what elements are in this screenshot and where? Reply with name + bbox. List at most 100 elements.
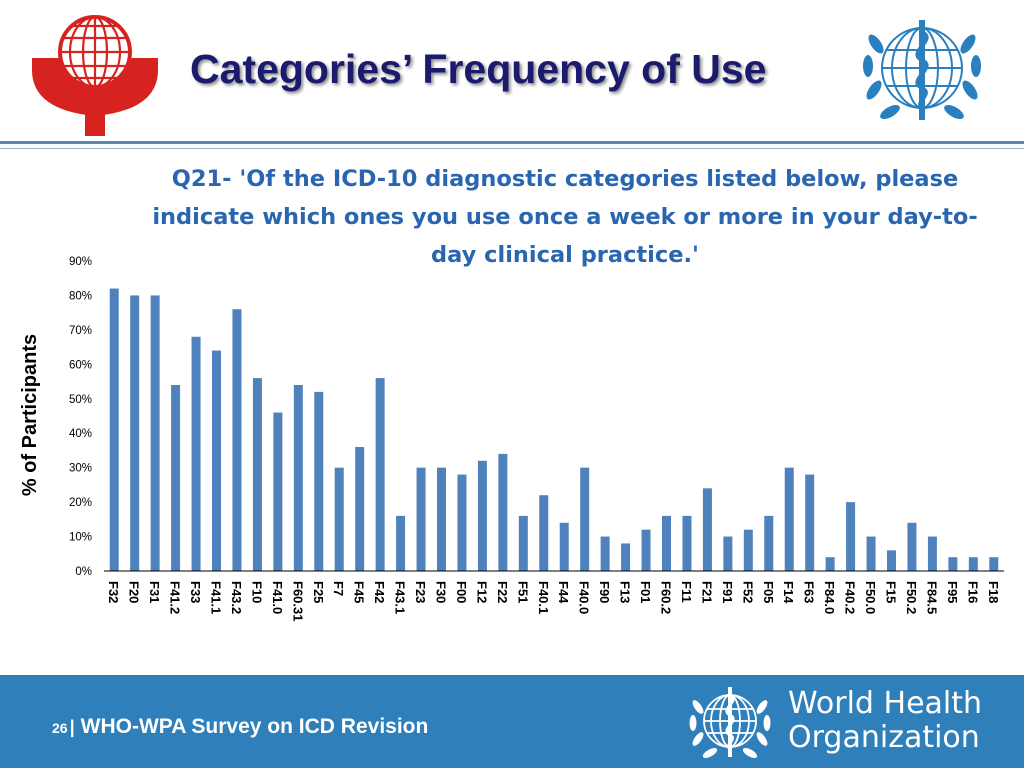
y-tick-label: 60% <box>69 359 92 371</box>
x-tick-label: F50.2 <box>904 581 919 614</box>
bar-f91 <box>723 536 733 571</box>
who-emblem-icon <box>863 20 981 120</box>
bar-series <box>109 288 999 571</box>
bar-f23 <box>416 467 426 571</box>
bar-f40-2 <box>846 502 856 571</box>
bar-f10 <box>252 378 262 571</box>
footer-separator: | <box>69 717 75 737</box>
x-tick-label: F00 <box>454 581 469 603</box>
x-tick-label: F43.2 <box>229 581 244 614</box>
footer-bar: 26 | WHO-WPA Survey on ICD Revision World … <box>0 675 1024 768</box>
bar-f43-2 <box>232 309 242 571</box>
y-tick-label: 40% <box>69 428 92 440</box>
bar-f45 <box>355 447 365 571</box>
footer-survey-title: WHO-WPA Survey on ICD Revision <box>80 715 429 738</box>
bar-f40-1 <box>539 495 549 571</box>
x-tick-label: F50.0 <box>863 581 878 614</box>
x-tick-label: F30 <box>434 581 449 603</box>
bar-f50-0 <box>866 536 876 571</box>
bar-f52 <box>743 529 753 571</box>
x-tick-label: F23 <box>413 581 428 603</box>
x-tick-label: F31 <box>147 581 162 603</box>
bar-f50-2 <box>907 522 917 571</box>
x-tick-label: F21 <box>699 581 714 603</box>
who-name-line-1: World Health <box>788 686 983 721</box>
bar-f43-1 <box>396 515 406 571</box>
x-tick-label: F52 <box>740 581 755 603</box>
x-tick-label: F60.31 <box>290 581 305 621</box>
who-footer-emblem-icon <box>689 687 771 759</box>
slide-header: Categories’ Frequency of Use <box>0 0 1024 150</box>
x-tick-label: F10 <box>249 581 264 603</box>
x-tick-label: F33 <box>188 581 203 603</box>
y-axis-ticks: 0% 10% 20% 30% 40% 50% 60% 70% 80% 90% <box>69 256 92 578</box>
x-tick-label: F18 <box>986 581 1001 603</box>
who-wordmark: World Health Organization <box>788 687 982 755</box>
bar-f05 <box>764 515 774 571</box>
y-axis-label: % of Participants <box>19 334 41 496</box>
x-tick-label: F84.0 <box>822 581 837 614</box>
bar-f95 <box>948 557 958 571</box>
header-divider-thin <box>0 148 1024 149</box>
x-tick-label: F91 <box>720 581 735 603</box>
x-tick-label: F7 <box>331 581 346 596</box>
bar-f00 <box>457 474 467 571</box>
x-tick-label: F41.2 <box>168 581 183 614</box>
wpa-globe-logo-icon <box>32 15 158 136</box>
bar-f16 <box>968 557 978 571</box>
y-tick-label: 10% <box>69 532 92 544</box>
x-axis-ticks: F32 F20 F31 F41.2 F33 F41.1 F43.2 F10 F41.0 F60.3… <box>106 581 1001 621</box>
bar-f51 <box>518 515 528 571</box>
bar-f33 <box>191 336 201 571</box>
bar-f41-2 <box>171 385 181 571</box>
x-tick-label: F51 <box>515 581 530 603</box>
bar-f31 <box>150 295 160 571</box>
x-tick-label: F12 <box>474 581 489 603</box>
x-tick-label: F44 <box>556 581 571 604</box>
x-tick-label: F05 <box>761 581 776 603</box>
y-tick-label: 30% <box>69 463 92 475</box>
bar-f42 <box>375 378 385 571</box>
page-number: 26 <box>52 720 68 736</box>
bar-f84-0 <box>825 557 835 571</box>
bar-f84-5 <box>927 536 937 571</box>
bar-chart: % of Participants 0% 10% 20% 30% 40% 50% 60% 70… <box>19 256 1004 621</box>
bar-f44 <box>559 522 569 571</box>
bar-f01 <box>641 529 651 571</box>
bar-f13 <box>621 543 631 571</box>
bar-f7 <box>334 467 344 571</box>
header-divider <box>0 141 1024 144</box>
survey-question: Q21- 'Of the ICD-10 diagnostic categorie… <box>152 166 978 268</box>
y-tick-label: 50% <box>69 394 92 406</box>
footer-caption: 26 | WHO-WPA Survey on ICD Revision <box>52 715 428 739</box>
x-tick-label: F95 <box>945 581 960 603</box>
bar-f18 <box>989 557 999 571</box>
x-tick-label: F20 <box>127 581 142 603</box>
bar-f12 <box>477 460 487 571</box>
bar-f15 <box>887 550 896 571</box>
x-tick-label: F25 <box>311 581 326 603</box>
x-tick-label: F13 <box>618 581 633 603</box>
x-tick-label: F40.2 <box>843 581 858 614</box>
x-tick-label: F63 <box>802 581 817 603</box>
y-tick-label: 70% <box>69 325 92 337</box>
bar-f41-1 <box>212 350 221 571</box>
y-tick-label: 0% <box>75 566 92 578</box>
bar-f30 <box>437 467 446 571</box>
x-tick-label: F22 <box>495 581 510 603</box>
x-tick-label: F01 <box>638 581 653 603</box>
x-tick-label: F43.1 <box>393 581 408 614</box>
x-tick-label: F32 <box>106 581 121 603</box>
bar-f32 <box>109 288 119 571</box>
x-tick-label: F41.1 <box>209 581 224 614</box>
bar-f60-2 <box>662 515 671 571</box>
x-tick-label: F15 <box>884 581 899 603</box>
bar-f90 <box>600 536 610 571</box>
bar-f22 <box>498 453 508 571</box>
x-tick-label: F40.0 <box>577 581 592 614</box>
x-tick-label: F14 <box>781 581 796 604</box>
x-tick-label: F60.2 <box>659 581 674 614</box>
x-tick-label: F84.5 <box>924 581 939 614</box>
y-tick-label: 90% <box>69 256 92 268</box>
bar-f60-31 <box>293 385 303 571</box>
